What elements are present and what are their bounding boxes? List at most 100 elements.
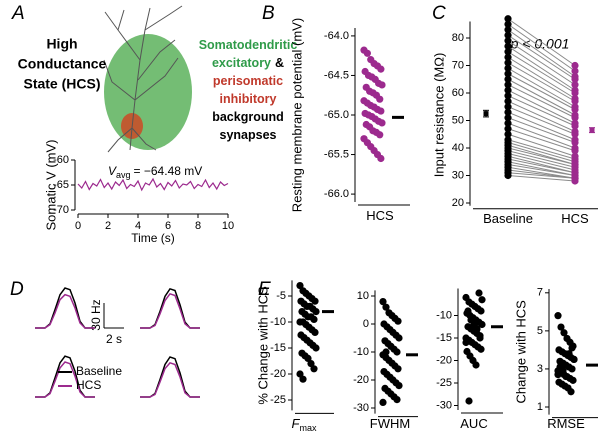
point [478,296,486,304]
pair-line [507,158,576,174]
mean-marker [589,127,595,133]
illustration-segment: synapses [220,128,277,142]
illustration-title: Conductance [18,56,107,72]
point [504,31,512,39]
y-tick-label: 50 [452,114,464,126]
y-tick-label: -65.5 [324,148,349,160]
point [504,125,512,133]
point [504,114,512,122]
point [394,365,402,373]
illustration-segment: excitatory [212,56,271,70]
branch [103,59,136,101]
point [376,131,384,139]
y-tick-label: 5 [537,325,543,337]
pair-line [507,29,576,77]
y-tick-label: -70 [53,204,69,216]
point [393,348,401,356]
rate-trace [35,361,95,398]
x-tick-label: AUC [460,416,487,431]
point [312,344,320,352]
category: HCS [366,208,394,223]
illustration-text: background [212,110,284,124]
trace [77,177,229,192]
x-tick-label: 2 [105,220,111,232]
point [570,355,578,364]
point [554,312,562,320]
rate-trace [140,292,200,329]
point [571,114,579,122]
scale-bar: 30 Hz 2 s [89,299,124,346]
illustration-segment: & [275,56,284,70]
neuron-illustration [103,5,192,153]
annotation-symbol: V [108,164,117,178]
panel-label: E [258,279,271,300]
point [296,370,304,378]
point [504,15,512,23]
annotation: p < 0.001 [510,36,570,52]
point [299,375,307,383]
panel-label: D [10,279,24,300]
point [504,59,512,67]
x-tick-label: 4 [135,220,141,232]
y-tick-label: 7 [537,287,543,299]
point [504,20,512,28]
panel-label: B [262,3,275,24]
illustration-text: perisomatic [213,74,283,88]
point [504,171,512,180]
point [377,65,385,73]
point [465,397,473,405]
legend-label: Baseline [76,364,122,378]
annotation: Vavg = −64.48 mV [108,164,202,180]
point [560,329,568,337]
category-subscript: max [299,423,317,433]
point [377,154,385,163]
point [473,325,481,333]
pair-line [507,23,576,72]
y-tick-label: 20 [452,197,464,209]
illustration-segment: Somatodendritic [199,38,298,52]
point [393,396,401,404]
point [311,328,319,336]
pair-line [507,62,576,102]
pair-line [507,153,576,171]
point [571,81,579,89]
legend-label: HCS [76,378,101,392]
illustration-title: High [46,36,77,52]
y-axis-label: Somatic V (mV) [43,139,58,230]
point [571,89,579,97]
point [379,398,387,406]
branch [107,127,133,153]
point [378,119,386,127]
illustration-text: excitatory & [212,56,284,70]
annotation-text: = −64.48 mV [134,164,203,178]
rate-trace [140,361,200,398]
pair-line [507,122,576,149]
rate-trace [35,293,95,329]
point [376,95,384,103]
y-tick-label: -66.0 [324,188,349,200]
pair-line [507,100,576,132]
point [312,308,320,316]
y-tick-label: 3 [537,363,543,375]
pair-line [507,78,576,116]
y-tick-label: -20 [353,374,369,386]
y-axis-label: Resting membrane potential (mV) [289,18,304,212]
point [504,26,512,34]
point [571,67,579,75]
y-tick-label: -64.0 [324,30,349,42]
y-tick-label: -10 [353,346,369,358]
y-axis-label: % Change with HCS [255,286,270,405]
point [504,81,512,89]
pair-line [507,84,576,119]
point [571,105,579,114]
y-tick-label: 30 [452,169,464,181]
point [562,372,570,381]
point [310,315,318,323]
branch [144,5,183,31]
point [475,289,483,297]
pair-line [507,34,576,80]
x-tick-label: HCS [561,211,589,226]
y-tick-label: -20 [436,354,452,366]
y-tick-label: -30 [353,402,369,414]
point [504,119,512,127]
